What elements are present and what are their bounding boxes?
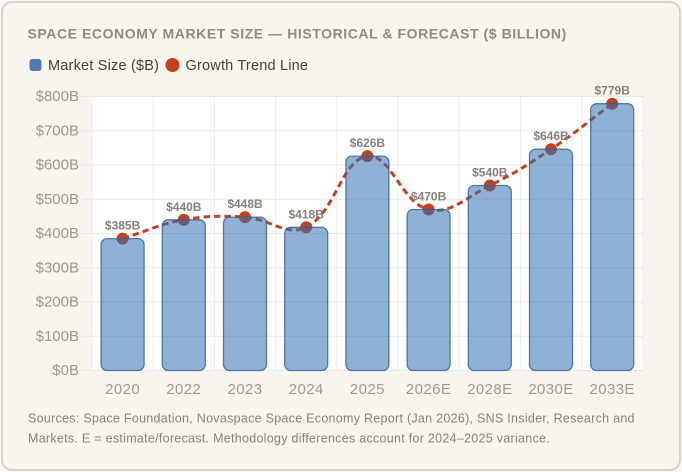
svg-text:2025: 2025 xyxy=(350,381,385,398)
svg-text:Markets. E = estimate/forecast: Markets. E = estimate/forecast. Methodol… xyxy=(28,432,550,446)
svg-text:Growth Trend Line: Growth Trend Line xyxy=(186,58,309,74)
svg-text:2022: 2022 xyxy=(166,381,201,398)
svg-text:$300B: $300B xyxy=(36,259,79,276)
svg-text:$600B: $600B xyxy=(36,157,79,174)
svg-text:$800B: $800B xyxy=(36,88,79,105)
svg-text:$448B: $448B xyxy=(227,197,263,211)
svg-text:2023: 2023 xyxy=(228,381,263,398)
svg-text:SPACE ECONOMY MARKET SIZE — HI: SPACE ECONOMY MARKET SIZE — HISTORICAL &… xyxy=(28,26,567,42)
svg-text:$400B: $400B xyxy=(36,225,79,242)
svg-text:2028E: 2028E xyxy=(467,381,512,398)
svg-text:$470B: $470B xyxy=(411,190,447,204)
svg-text:$440B: $440B xyxy=(166,200,202,214)
svg-text:$540B: $540B xyxy=(472,166,508,180)
svg-text:2030E: 2030E xyxy=(528,381,573,398)
svg-text:2020: 2020 xyxy=(105,381,140,398)
svg-text:$385B: $385B xyxy=(105,219,141,233)
svg-text:$200B: $200B xyxy=(36,294,79,311)
svg-text:$779B: $779B xyxy=(595,84,631,98)
svg-text:$500B: $500B xyxy=(36,191,79,208)
svg-text:Sources: Space Foundation, Nov: Sources: Space Foundation, Novaspace Spa… xyxy=(28,412,635,426)
svg-text:$418B: $418B xyxy=(289,207,325,221)
svg-text:$646B: $646B xyxy=(533,129,569,143)
svg-text:2033E: 2033E xyxy=(590,381,635,398)
svg-text:Market Size ($B): Market Size ($B) xyxy=(48,58,159,74)
svg-text:2026E: 2026E xyxy=(406,381,451,398)
svg-text:2024: 2024 xyxy=(289,381,324,398)
svg-text:$100B: $100B xyxy=(36,328,79,345)
svg-text:$626B: $626B xyxy=(350,136,386,150)
svg-text:$0B: $0B xyxy=(52,362,79,379)
svg-text:$700B: $700B xyxy=(36,122,79,139)
